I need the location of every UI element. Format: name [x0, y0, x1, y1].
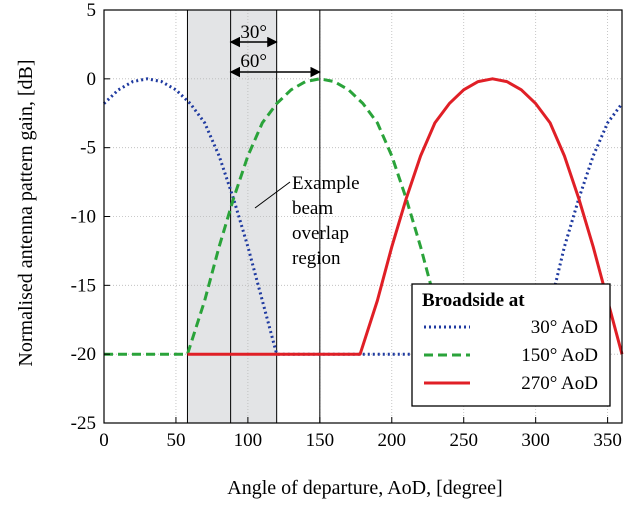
legend-entry-2: 150° AoD: [521, 345, 598, 366]
annotation-layer: 30° 60° Example beam overlap region: [229, 22, 360, 269]
region-label-line: overlap: [292, 223, 349, 244]
legend-entry-3: 270° AoD: [521, 373, 598, 394]
x-tick-label: 300: [521, 430, 550, 451]
region-label-line: beam: [292, 198, 333, 219]
legend-entry-1: 30° AoD: [531, 317, 598, 338]
series-line-2: [104, 77, 454, 356]
arrow-30-label: 30°: [240, 22, 267, 43]
y-tick-label: -10: [71, 207, 96, 228]
y-tick-label: -25: [71, 413, 96, 434]
y-tick-label: -5: [80, 138, 96, 159]
x-tick-label: 200: [378, 430, 407, 451]
y-tick-label: 5: [87, 0, 97, 21]
series-layer: [102, 77, 624, 356]
series-line-3: [187, 77, 624, 356]
y-axis-label: Normalised antenna pattern gain, [dB]: [15, 59, 37, 366]
region-label-pointer: [254, 181, 291, 209]
x-tick-label: 0: [99, 430, 109, 451]
legend-box: [411, 283, 611, 407]
y-tick-label: -15: [71, 275, 96, 296]
x-tick-label: 350: [593, 430, 622, 451]
x-tick-label: 250: [449, 430, 478, 451]
x-axis-label: Angle of departure, AoD, [degree]: [227, 477, 502, 499]
region-label-line: region: [292, 248, 341, 269]
x-tick-label: 150: [306, 430, 335, 451]
series-line-1: [102, 77, 624, 356]
y-tick-label: 0: [87, 69, 97, 90]
arrow-60-label: 60°: [240, 51, 267, 72]
legend-title: Broadside at: [422, 290, 525, 311]
region-label-line: Example: [292, 173, 360, 194]
legend-layer: Broadside at 30° AoD 150° AoD 270° AoD: [411, 283, 611, 407]
y-tick-label: -20: [71, 344, 96, 365]
x-tick-label: 100: [234, 430, 263, 451]
x-tick-label: 50: [166, 430, 185, 451]
